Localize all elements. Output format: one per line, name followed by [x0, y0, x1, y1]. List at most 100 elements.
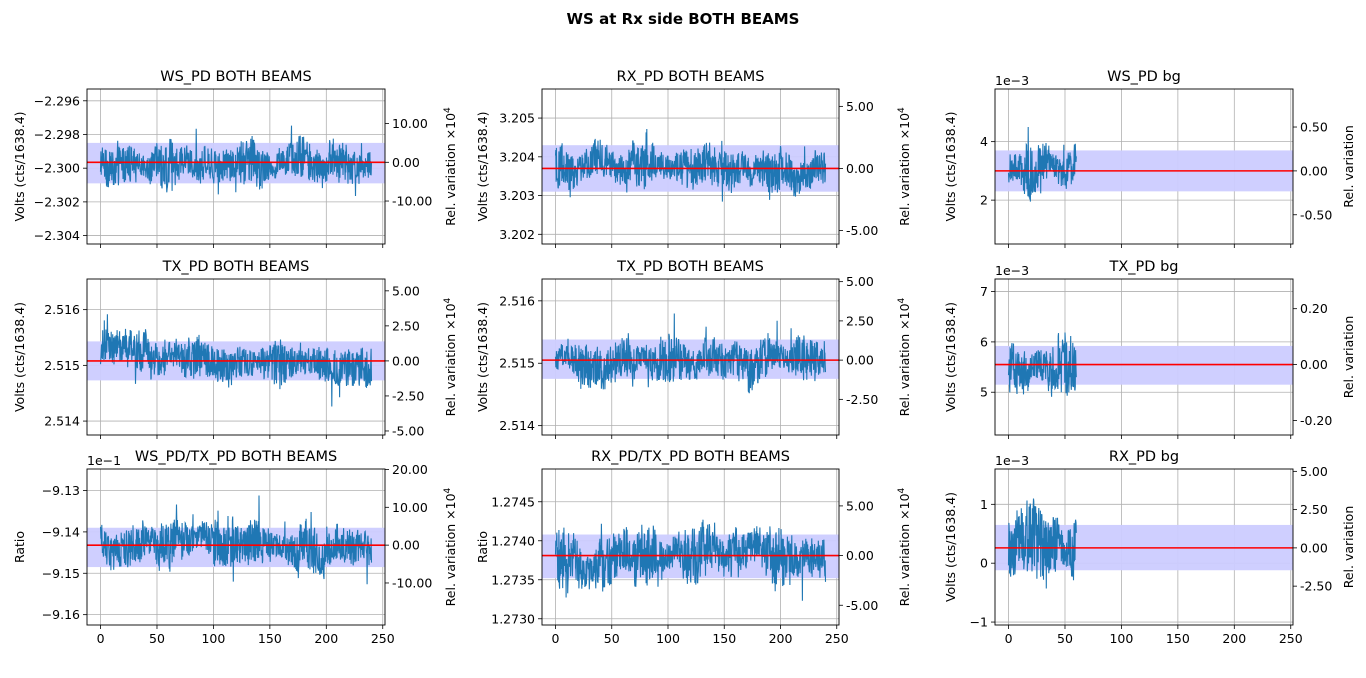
signal-line [99, 125, 373, 197]
axes-frame [86, 278, 386, 436]
subplot-title: RX_PD/TX_PD BOTH BEAMS [591, 449, 790, 465]
axes-frame [86, 468, 386, 626]
subplot-6: 7 6 5 1e−3 0.20 0.00 -0.20 TX_PD bg Volts (cts/1… [943, 259, 1356, 439]
y2-tick-label-0: 0.50 [1300, 120, 1328, 135]
axes-frame [541, 88, 840, 245]
subplot-title: TX_PD BOTH BEAMS [616, 259, 764, 275]
subplot-title: WS_PD BOTH BEAMS [160, 69, 312, 85]
x-tick-label-3: 150 [1166, 631, 1190, 646]
y2-tick-label-0: -10.00 [392, 575, 432, 590]
y2-tick-label-1: 2.50 [392, 318, 420, 333]
y-axis-label: Volts (cts/1638.4) [943, 492, 958, 602]
y2-exponent: 4 [443, 487, 453, 493]
y2-exponent: 4 [443, 297, 453, 303]
subplot-2: 3.205 3.204 3.203 3.202 5.00 0.00 -5.00 RX_PD B… [475, 69, 912, 248]
x-tick-label-4: 200 [769, 631, 793, 646]
y2-tick-label-3: -2.50 [846, 392, 878, 407]
y2-tick-label-2: -0.50 [1300, 207, 1332, 222]
x-tick-label-0: 0 [1005, 631, 1013, 646]
y-offset-label: 1e−3 [995, 73, 1029, 88]
y2-tick-label-3: -2.50 [1300, 579, 1332, 594]
y-tick-label-3: −9.16 [42, 607, 80, 622]
subplot-4: 2.516 2.515 2.514 5.00 2.50 0.00 -2.50 -5.00 TX_… [12, 259, 458, 439]
y-tick-label-1: 2 [980, 193, 988, 208]
y2-tick-label-1: 0.00 [392, 155, 420, 170]
y2-tick-label-2: 0.00 [846, 353, 874, 368]
y-tick-label-0: 1.2745 [491, 494, 535, 509]
y-axis-label: Volts (cts/1638.4) [475, 302, 490, 412]
y-axis-label: Ratio [475, 531, 490, 563]
y2-tick-label-1: 0.00 [846, 548, 874, 563]
y-tick-label-2: −1 [970, 615, 988, 630]
y2-tick-label-1: 0.00 [1300, 357, 1328, 372]
y2-axis-label: Rel. variation ×104 [897, 487, 912, 606]
y-tick-label-0: 3.205 [499, 111, 535, 126]
axes-frame [994, 278, 1294, 436]
signal-line [99, 314, 373, 407]
y-tick-label-2: 3.203 [499, 188, 535, 203]
y2-tick-label-2: -5.00 [846, 598, 878, 613]
y-tick-label-3: 3.202 [499, 227, 535, 242]
y2-tick-label-2: -5.00 [846, 223, 878, 238]
y2-tick-label-0: 5.00 [846, 498, 874, 513]
y2-tick-label-4: -5.00 [392, 423, 424, 438]
axes-frame [994, 468, 1294, 626]
y2-tick-label-3: 20.00 [392, 462, 428, 477]
x-tick-label-1: 50 [604, 631, 620, 646]
y-tick-label-0: 2.516 [499, 293, 535, 308]
signal-line [99, 495, 373, 585]
y2-exponent: 4 [897, 297, 907, 303]
y2-tick-label-1: 0.00 [392, 538, 420, 553]
subplot-7: 0 50 100 150 200 250 −9.13 −9.14 −9.15 −9.16 1e−1 -… [12, 449, 458, 646]
y-axis-label: Volts (cts/1638.4) [943, 302, 958, 412]
y2-tick-label-2: 10.00 [392, 500, 428, 515]
y2-axis-label: Rel. variation ×104 [443, 487, 458, 606]
y-tick-label-3: 1.2730 [491, 611, 535, 626]
x-tick-label-5: 250 [825, 631, 849, 646]
y-tick-label-0: 7 [980, 284, 988, 299]
signal-line [554, 128, 827, 202]
y2-tick-label-1: 0.00 [1300, 163, 1328, 178]
axes-frame [541, 468, 840, 626]
y2-axis-label: Rel. variation ×104 [443, 297, 458, 416]
y2-tick-label-3: -2.50 [392, 388, 424, 403]
y2-axis-label: Rel. variation [1341, 125, 1356, 208]
y-tick-label-1: 6 [980, 334, 988, 349]
subplot-8: 0 50 100 150 200 250 1.2745 1.2740 1.2735 1.2730 5… [475, 449, 912, 646]
y-tick-label-2: 1.2735 [491, 572, 535, 587]
subplot-9: 0 50 100 150 200 250 1 0 −1 1e−3 5.00 2.50 0.00 -2.50… [943, 449, 1356, 646]
x-tick-label-2: 100 [201, 631, 225, 646]
axes-frame [994, 88, 1294, 245]
y2-tick-label-1: 2.50 [1300, 502, 1328, 517]
x-tick-label-0: 0 [552, 631, 560, 646]
y-tick-label-1: 1.2740 [491, 533, 535, 548]
y2-tick-label-0: 5.00 [846, 99, 874, 114]
signal-line [1007, 498, 1077, 589]
y-offset-label: 1e−3 [995, 263, 1029, 278]
y-axis-label: Volts (cts/1638.4) [12, 302, 27, 412]
y2-axis-label: Rel. variation [1341, 506, 1356, 589]
y-tick-label-2: −2.300 [34, 161, 80, 176]
subplot-1: −2.296 −2.298 −2.300 −2.302 −2.304 -10.00 0.00… [12, 69, 458, 248]
subplot-5: 2.516 2.515 2.514 5.00 2.50 0.00 -2.50 TX_PD BO… [475, 259, 912, 439]
subplot-title: WS_PD bg [1107, 69, 1181, 85]
x-tick-label-1: 50 [1057, 631, 1073, 646]
y-tick-label-1: 2.515 [499, 356, 535, 371]
signal-line [1007, 126, 1077, 202]
figure-title: WS at Rx side BOTH BEAMS [566, 10, 800, 28]
y-tick-label-2: 2.514 [499, 418, 535, 433]
y2-tick-label-1: 2.50 [846, 313, 874, 328]
x-tick-label-3: 150 [258, 631, 282, 646]
y-tick-label-2: 2.514 [44, 414, 80, 429]
x-tick-label-0: 0 [97, 631, 105, 646]
subplot-title: TX_PD BOTH BEAMS [162, 259, 310, 275]
y2-tick-label-2: 10.00 [392, 116, 428, 131]
y-axis-label: Ratio [12, 531, 27, 563]
y-tick-label-2: −9.15 [42, 566, 80, 581]
y-offset-label: 1e−1 [87, 453, 121, 468]
y2-tick-label-0: 5.00 [392, 283, 420, 298]
x-tick-label-4: 200 [1222, 631, 1246, 646]
y2-exponent: 4 [897, 107, 907, 113]
signal-line [554, 519, 827, 601]
y-tick-label-0: −2.296 [34, 93, 80, 108]
